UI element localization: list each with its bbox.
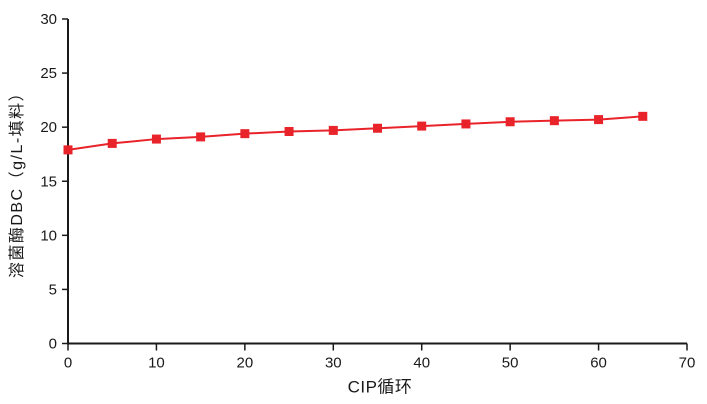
data-point-marker <box>638 111 648 121</box>
x-tick-label: 60 <box>590 355 607 372</box>
data-point-marker <box>549 116 559 126</box>
series-line <box>67 115 643 151</box>
y-tick-label: 20 <box>40 119 57 136</box>
y-tick-label: 10 <box>40 227 57 244</box>
x-tick-label: 40 <box>413 355 430 372</box>
data-point-marker <box>240 129 250 139</box>
axis-lines <box>67 19 687 345</box>
data-point-marker <box>417 121 427 131</box>
y-tick-label: 0 <box>49 336 57 353</box>
data-point-marker <box>594 115 604 125</box>
y-tick-label: 30 <box>40 11 57 28</box>
data-point-marker <box>284 126 294 136</box>
x-tick-label: 50 <box>502 355 519 372</box>
data-point-marker <box>196 132 206 142</box>
data-point-marker <box>461 119 471 129</box>
x-tick-label: 20 <box>237 355 254 372</box>
data-point-marker <box>151 134 161 144</box>
data-point-marker <box>328 125 338 135</box>
x-tick-label: 30 <box>325 355 342 372</box>
y-tick-label: 15 <box>40 173 57 190</box>
x-axis-title: CIP循环 <box>347 377 413 397</box>
y-tick-label: 25 <box>40 65 57 82</box>
data-point-marker <box>373 123 382 133</box>
y-axis-title: 溶菌酶DBC（g/L-填料） <box>9 83 26 279</box>
x-tick-label: 10 <box>148 355 165 372</box>
data-point-marker <box>63 145 73 155</box>
data-point-marker <box>505 117 515 127</box>
x-tick-label: 0 <box>64 355 72 372</box>
x-tick-label: 70 <box>679 355 696 372</box>
data-point-marker <box>107 138 117 148</box>
y-tick-label: 5 <box>49 281 57 298</box>
